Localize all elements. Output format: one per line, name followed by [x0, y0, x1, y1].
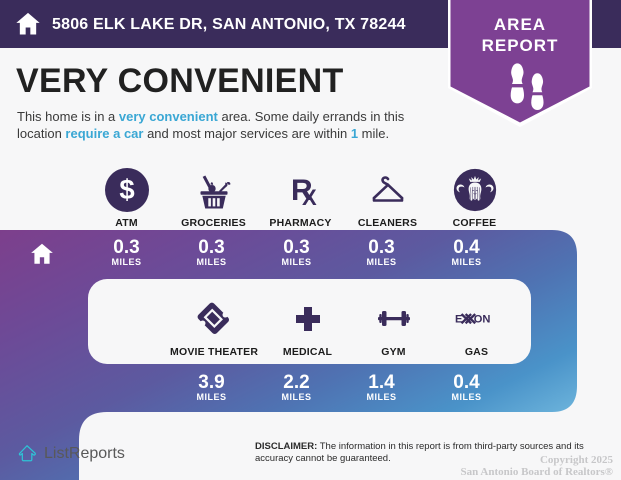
svg-text:X: X — [302, 185, 317, 210]
svg-text:$: $ — [119, 174, 134, 205]
svg-text:ON: ON — [473, 314, 490, 326]
